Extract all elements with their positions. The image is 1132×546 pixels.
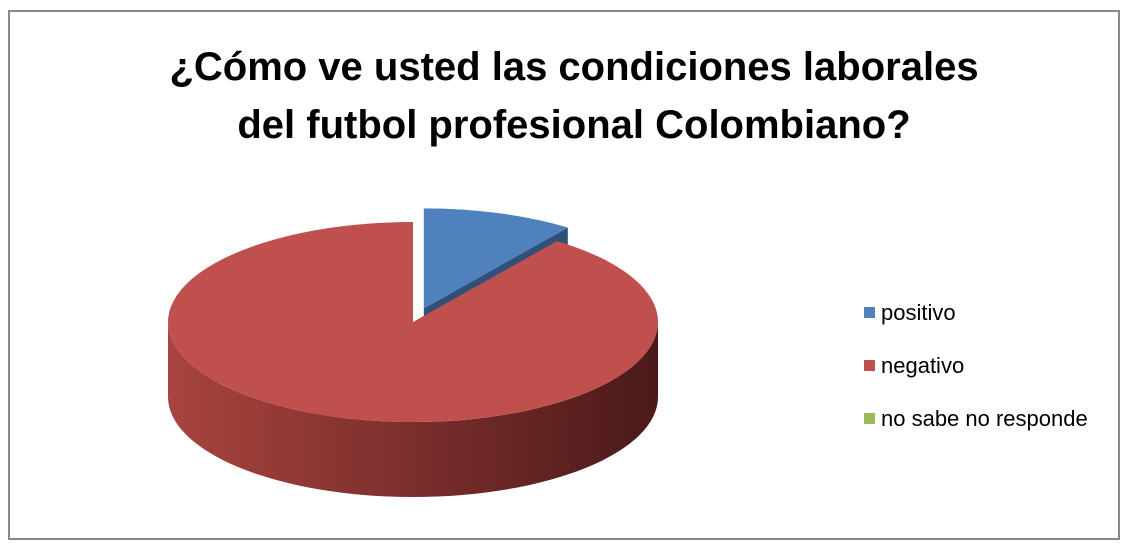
legend-label-no-sabe: no sabe no responde [881,405,1088,431]
legend-swatch-negativo [864,360,875,371]
slice-positivo-top [423,208,568,309]
legend: positivo negativo no sabe no responde [864,286,1088,445]
legend-item-no-sabe: no sabe no responde [864,392,1088,445]
legend-swatch-no-sabe [864,413,875,424]
legend-item-negativo: negativo [864,339,1088,392]
legend-swatch-positivo [864,307,875,318]
legend-item-positivo: positivo [864,286,1088,339]
slice-negativo [167,222,658,497]
slice-negativo-side [168,322,658,497]
legend-label-negativo: negativo [881,352,965,378]
slice-negativo-top [167,222,658,422]
legend-label-positivo: positivo [881,299,956,325]
chart-title: ¿Cómo ve usted las condiciones laborales… [169,45,979,147]
